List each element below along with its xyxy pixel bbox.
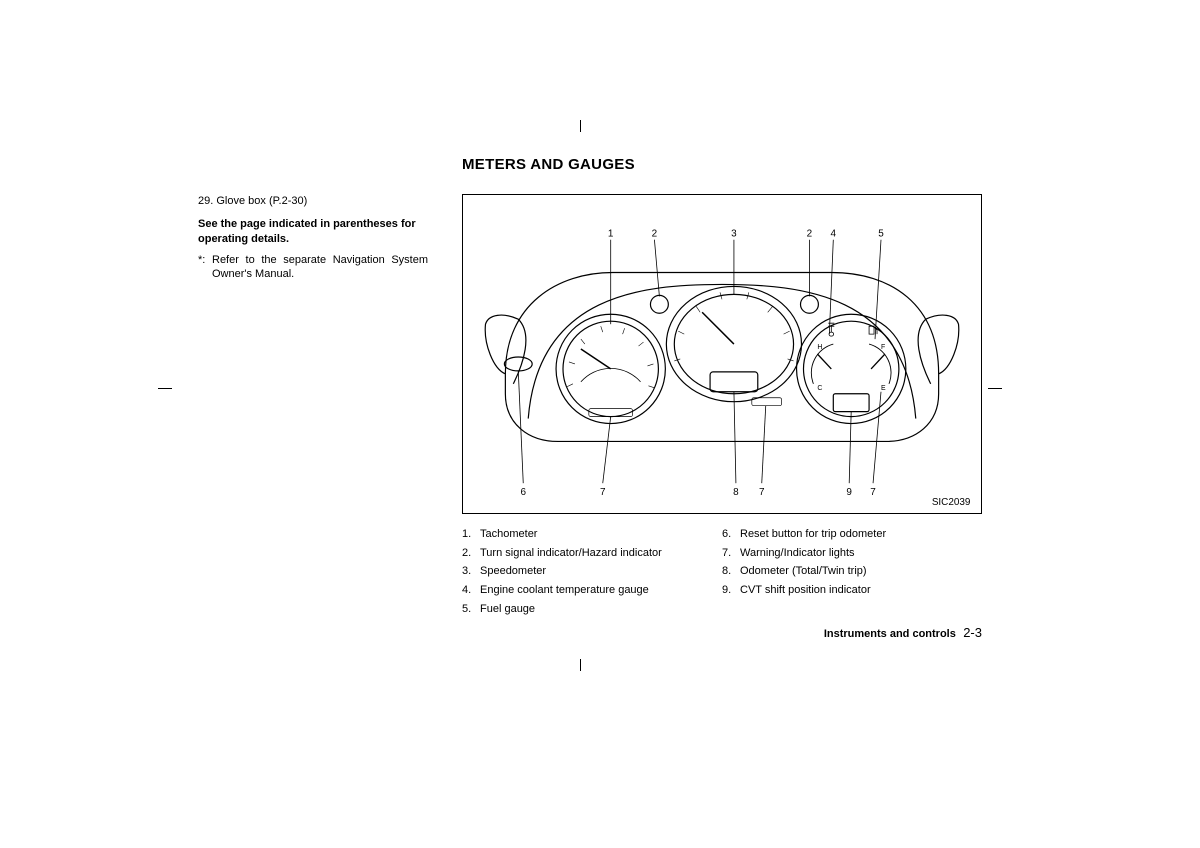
section-title: METERS AND GAUGES xyxy=(462,156,635,173)
svg-text:H: H xyxy=(817,344,822,351)
legend-item: 6.Reset button for trip odometer xyxy=(722,525,982,544)
legend-text: Odometer (Total/Twin trip) xyxy=(740,562,867,581)
svg-text:C: C xyxy=(817,385,822,392)
svg-text:6: 6 xyxy=(520,487,526,498)
crop-mark xyxy=(580,120,581,132)
legend-number: 6. xyxy=(722,525,740,544)
crop-mark xyxy=(158,388,172,389)
legend-item: 9.CVT shift position indicator xyxy=(722,581,982,600)
legend-column-right: 6.Reset button for trip odometer7.Warnin… xyxy=(722,525,982,618)
legend-text: Speedometer xyxy=(480,562,546,581)
svg-text:7: 7 xyxy=(759,487,765,498)
legend-number: 8. xyxy=(722,562,740,581)
legend-item: 4.Engine coolant temperature gauge xyxy=(462,581,722,600)
svg-text:2: 2 xyxy=(807,229,813,240)
legend-item: 5.Fuel gauge xyxy=(462,600,722,619)
legend-number: 2. xyxy=(462,544,480,563)
svg-text:1: 1 xyxy=(608,229,614,240)
legend-text: Warning/Indicator lights xyxy=(740,544,855,563)
legend-text: CVT shift position indicator xyxy=(740,581,871,600)
legend-column-left: 1.Tachometer2.Turn signal indicator/Haza… xyxy=(462,525,722,618)
legend-text: Tachometer xyxy=(480,525,537,544)
legend-number: 1. xyxy=(462,525,480,544)
svg-text:9: 9 xyxy=(846,487,852,498)
svg-text:E: E xyxy=(881,385,886,392)
crop-mark xyxy=(988,388,1002,389)
item-number: 29. xyxy=(198,195,213,207)
asterisk-text: Refer to the separate Navigation System … xyxy=(212,253,428,283)
legend-number: 4. xyxy=(462,581,480,600)
svg-text:4: 4 xyxy=(831,229,837,240)
asterisk-note: *: Refer to the separate Navigation Syst… xyxy=(198,253,428,283)
legend-number: 5. xyxy=(462,600,480,619)
footer-section: Instruments and controls xyxy=(824,628,956,640)
legend-item: 2.Turn signal indicator/Hazard indicator xyxy=(462,544,722,563)
asterisk-marker: *: xyxy=(198,253,212,283)
svg-text:2: 2 xyxy=(652,229,658,240)
svg-text:3: 3 xyxy=(731,229,737,240)
item-text: Glove box (P.2-30) xyxy=(216,195,307,207)
svg-text:7: 7 xyxy=(870,487,876,498)
svg-text:7: 7 xyxy=(600,487,606,498)
legend-text: Reset button for trip odometer xyxy=(740,525,886,544)
legend-item: 3.Speedometer xyxy=(462,562,722,581)
legend-number: 7. xyxy=(722,544,740,563)
figure-legend: 1.Tachometer2.Turn signal indicator/Haza… xyxy=(462,525,982,618)
legend-number: 9. xyxy=(722,581,740,600)
gauge-cluster-svg: H C F E xyxy=(463,195,981,513)
legend-text: Turn signal indicator/Hazard indicator xyxy=(480,544,662,563)
footer-page: 2-3 xyxy=(963,625,982,640)
svg-text:5: 5 xyxy=(878,229,884,240)
page-footer: Instruments and controls 2-3 xyxy=(462,625,982,640)
bold-note: See the page indicated in parentheses fo… xyxy=(198,217,428,247)
svg-text:F: F xyxy=(881,344,885,351)
list-item-29: 29. Glove box (P.2-30) xyxy=(198,194,428,209)
figure-code: SIC2039 xyxy=(932,497,971,508)
crop-mark xyxy=(580,659,581,671)
legend-text: Engine coolant temperature gauge xyxy=(480,581,649,600)
left-column: 29. Glove box (P.2-30) See the page indi… xyxy=(198,194,428,282)
legend-item: 8.Odometer (Total/Twin trip) xyxy=(722,562,982,581)
svg-text:8: 8 xyxy=(733,487,739,498)
legend-item: 7.Warning/Indicator lights xyxy=(722,544,982,563)
legend-number: 3. xyxy=(462,562,480,581)
legend-item: 1.Tachometer xyxy=(462,525,722,544)
gauge-cluster-figure: H C F E xyxy=(462,194,982,514)
legend-text: Fuel gauge xyxy=(480,600,535,619)
